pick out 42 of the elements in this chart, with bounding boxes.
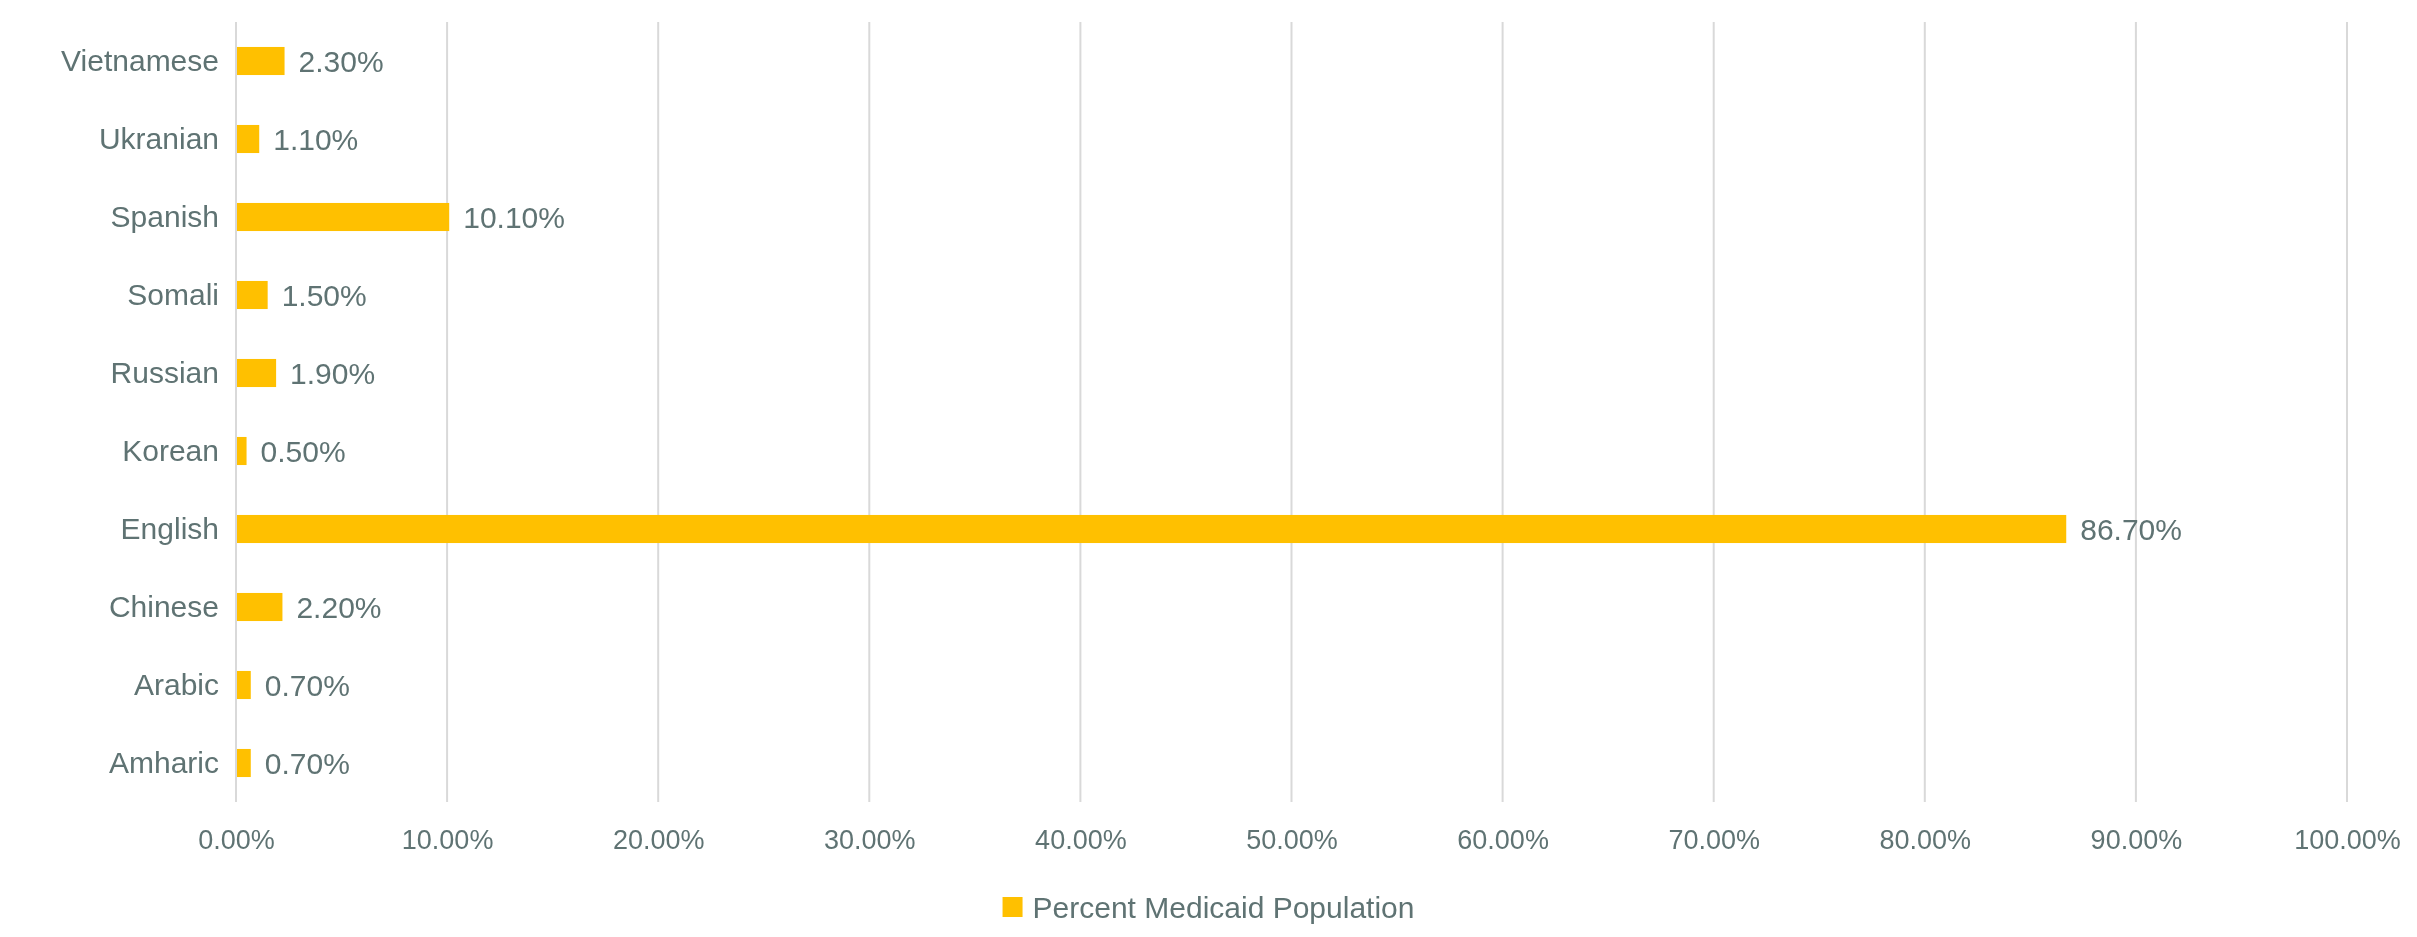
y-tick-label: Somali <box>127 277 219 311</box>
x-tick-label: 20.00% <box>612 825 705 856</box>
data-label: 2.30% <box>298 44 384 78</box>
x-tick-label: 80.00% <box>1879 825 1972 856</box>
y-tick-label: Russian <box>110 355 219 389</box>
y-tick-label: Vietnamese <box>61 43 219 77</box>
y-tick-label: Amharic <box>108 745 219 779</box>
x-tick-label: 90.00% <box>2090 825 2183 856</box>
bar <box>236 436 247 466</box>
data-label: 0.50% <box>260 434 346 468</box>
x-tick-label: 40.00% <box>1035 825 1127 856</box>
data-label: 10.10% <box>463 200 565 234</box>
y-tick-label: Arabic <box>133 667 219 701</box>
x-tick-label: 10.00% <box>401 825 494 856</box>
legend-label: Percent Medicaid Population <box>1032 890 1415 924</box>
data-label: 1.90% <box>290 356 376 390</box>
data-label: 1.10% <box>273 122 359 156</box>
bar <box>236 358 277 388</box>
x-tick-label: 100.00% <box>2294 825 2401 856</box>
data-label: 0.70% <box>264 668 350 702</box>
bar <box>236 124 260 154</box>
bar <box>236 46 285 76</box>
x-tick-label: 50.00% <box>1246 825 1338 856</box>
y-tick-label: Spanish <box>110 199 219 233</box>
y-tick-label: English <box>120 511 219 545</box>
bar <box>236 592 283 622</box>
bar <box>236 202 450 232</box>
bar <box>236 670 251 700</box>
data-label: 1.50% <box>281 278 367 312</box>
data-label: 0.70% <box>264 746 350 780</box>
bar <box>236 748 251 778</box>
x-tick-label: 60.00% <box>1457 825 1549 856</box>
bar <box>236 514 2067 544</box>
x-tick-label: 0.00% <box>198 825 275 856</box>
data-label: 86.70% <box>2080 512 2182 546</box>
y-tick-label: Chinese <box>108 589 219 623</box>
bar <box>236 280 268 310</box>
x-tick-label: 70.00% <box>1668 825 1760 856</box>
x-tick-label: 30.00% <box>824 825 916 856</box>
y-tick-label: Korean <box>122 433 219 467</box>
data-label: 2.20% <box>296 590 382 624</box>
y-tick-label: Ukranian <box>98 121 219 155</box>
